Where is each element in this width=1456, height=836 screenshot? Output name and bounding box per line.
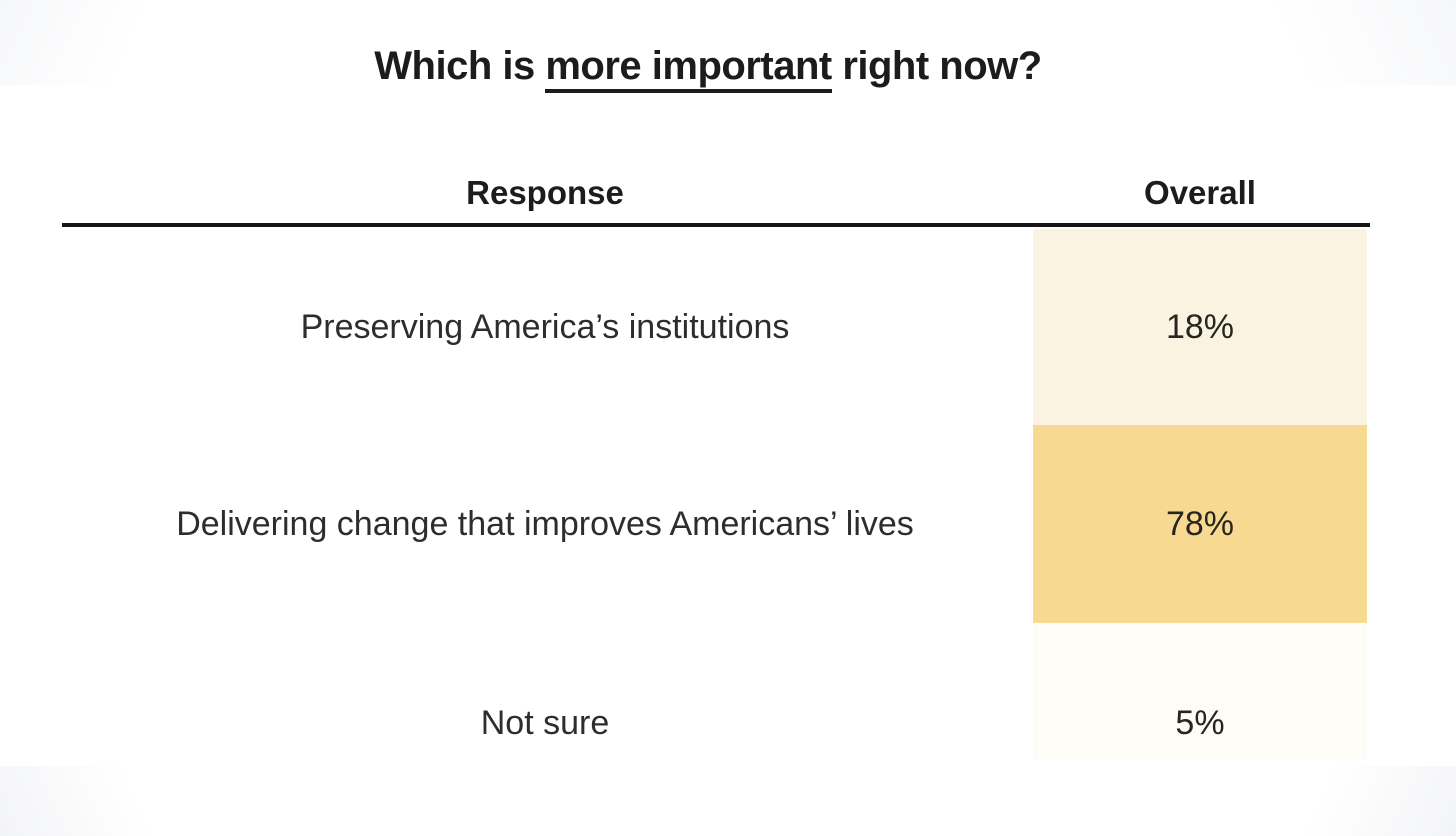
- response-text: Preserving America’s institutions: [300, 307, 790, 346]
- overall-value: 18%: [1033, 229, 1367, 425]
- table-row-label: Not sure: [62, 623, 1028, 823]
- overall-value: 78%: [1033, 425, 1367, 623]
- overall-value: 5%: [1033, 623, 1367, 823]
- table-row-label: Delivering change that improves American…: [62, 425, 1028, 623]
- title-underlined-phrase: more important: [545, 44, 832, 93]
- bottom-crop-band: [0, 760, 1456, 836]
- column-header-overall: Overall: [1144, 174, 1256, 211]
- response-text: Not sure: [480, 703, 610, 742]
- response-text: Delivering change that improves American…: [176, 504, 914, 543]
- overall-cell-shading: [1033, 425, 1367, 623]
- title-suffix: right now?: [831, 44, 1042, 88]
- table-row-label: Preserving America’s institutions: [62, 229, 1028, 425]
- percent-text: 5%: [1175, 703, 1225, 742]
- header-rule: [62, 223, 1370, 227]
- percent-text: 18%: [1165, 307, 1235, 346]
- title-prefix: Which is: [374, 44, 546, 88]
- page-title: Which is more important right now?: [0, 44, 1416, 93]
- column-header-response: Response: [466, 174, 624, 211]
- overall-cell-shading: [1033, 229, 1367, 425]
- percent-text: 78%: [1165, 504, 1235, 543]
